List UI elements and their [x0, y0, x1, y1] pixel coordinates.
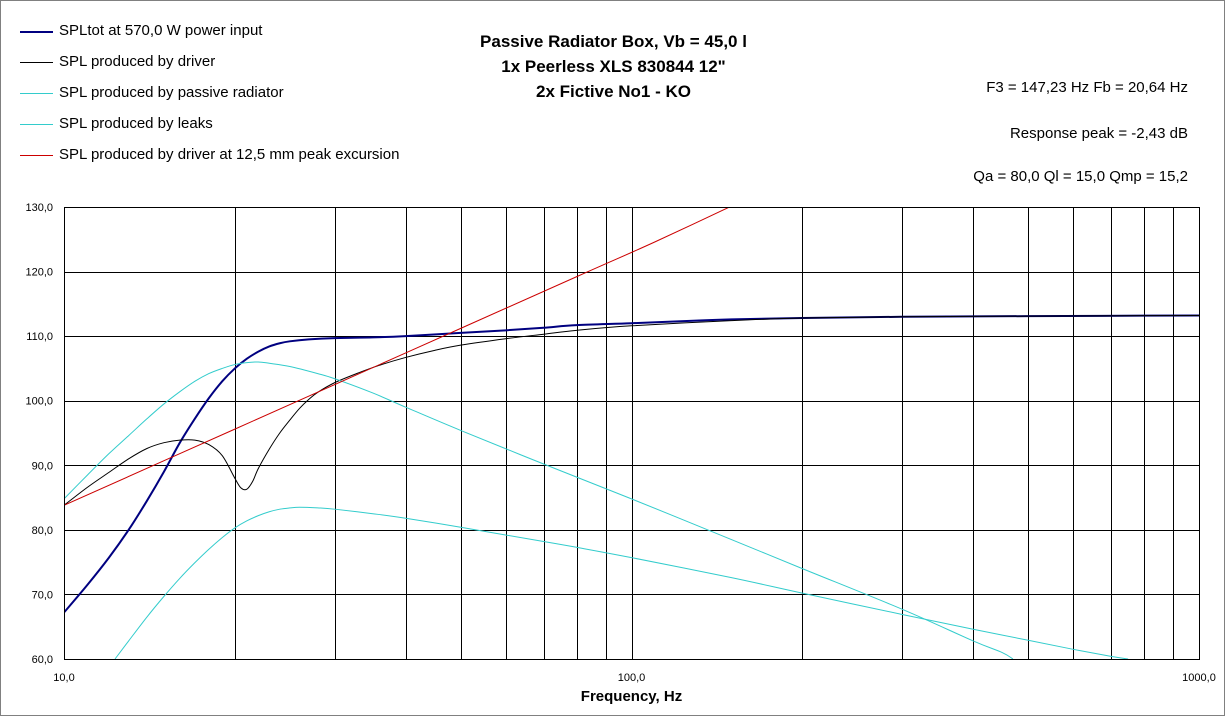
series-line-spl-produced-by-driver-at-12-5-mm-peak-e: [64, 207, 731, 506]
y-tick-label: 110,0: [26, 331, 53, 343]
series-line-spl-produced-by-passive-radiator: [64, 361, 1014, 660]
chart-title: Passive Radiator Box, Vb = 45,0 l 1x Pee…: [421, 29, 806, 104]
series-line-spltot-at-570-0-w-power-input: [64, 314, 1200, 614]
legend-swatch: [20, 124, 53, 125]
plot-border: [64, 207, 1200, 660]
title-line-1: Passive Radiator Box, Vb = 45,0 l: [480, 32, 747, 51]
chart-series: [64, 207, 1200, 660]
x-tick-labels: 10,0 100,0 1000,0: [53, 672, 1216, 684]
response-peak-readout: Response peak = -2,43 dB: [1009, 125, 1188, 142]
chart-grid: [64, 207, 1199, 660]
x-axis-label: Frequency, Hz: [581, 688, 682, 705]
series-line-spl-produced-by-leaks: [114, 506, 1129, 660]
legend-label: SPL produced by driver: [59, 53, 216, 70]
title-line-3: 2x Fictive No1 - KO: [536, 82, 691, 101]
legend-swatch: [20, 31, 53, 33]
title-line-2: 1x Peerless XLS 830844 12": [501, 57, 726, 76]
q-values-readout: Qa = 80,0 Ql = 15,0 Qmp = 15,2: [973, 168, 1188, 185]
x-tick-label: 10,0: [53, 672, 74, 684]
x-tick-label: 1000,0: [1182, 672, 1216, 684]
y-tick-label: 100,0: [25, 396, 53, 408]
legend-swatch: [20, 93, 53, 94]
y-tick-labels: 60,0 70,0 80,0 90,0 100,0 110,0 120,0 130,0: [25, 202, 53, 666]
series-line-spl-produced-by-driver: [64, 314, 1200, 506]
y-tick-label: 70,0: [32, 589, 53, 601]
legend-label: SPL produced by leaks: [59, 115, 213, 132]
legend-label: SPL produced by passive radiator: [59, 84, 284, 101]
f3-fb-readout: F3 = 147,23 Hz Fb = 20,64 Hz: [986, 79, 1188, 96]
legend-swatch: [20, 62, 53, 63]
y-tick-label: 130,0: [25, 202, 53, 214]
legend-swatch: [20, 155, 53, 156]
y-tick-label: 120,0: [25, 267, 53, 279]
legend-label: SPLtot at 570,0 W power input: [59, 22, 263, 39]
x-tick-label: 100,0: [618, 672, 646, 684]
y-tick-label: 80,0: [32, 525, 53, 537]
legend-label: SPL produced by driver at 12,5 mm peak e…: [59, 146, 400, 163]
y-tick-label: 60,0: [32, 654, 53, 666]
y-tick-label: 90,0: [32, 460, 53, 472]
